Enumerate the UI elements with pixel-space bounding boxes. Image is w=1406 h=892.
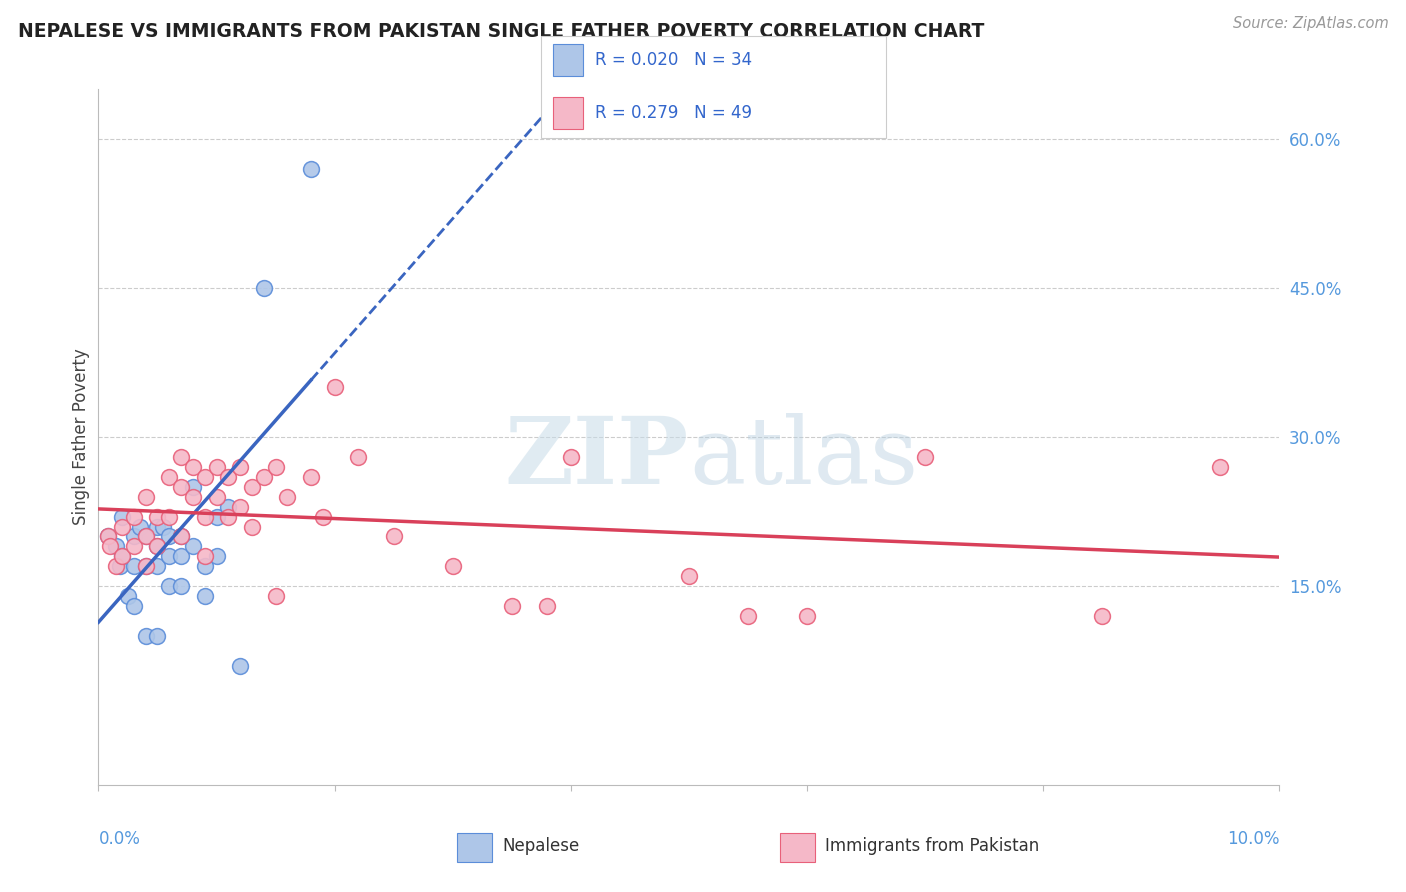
Text: Immigrants from Pakistan: Immigrants from Pakistan [825,837,1039,855]
Point [170,480,193,494]
Point [678,569,700,583]
Point [205,459,228,474]
Point [157,579,180,593]
Point [135,629,157,643]
Point [205,509,228,524]
Text: ZIP: ZIP [505,413,689,503]
Point [122,529,145,543]
Point [229,658,252,673]
Point [194,509,217,524]
Point [97,529,120,543]
Point [914,450,936,464]
Point [205,549,228,564]
Text: atlas: atlas [689,413,918,503]
Point [560,450,582,464]
Text: Source: ZipAtlas.com: Source: ZipAtlas.com [1233,16,1389,31]
Point [264,589,287,603]
Point [240,480,263,494]
Text: 0.0%: 0.0% [98,830,141,848]
Point [194,470,217,484]
Point [796,609,818,624]
Point [152,519,174,533]
Text: 10.0%: 10.0% [1227,830,1279,848]
Point [146,509,169,524]
Point [135,529,157,543]
Point [122,599,145,613]
Point [135,559,157,574]
Point [181,480,204,494]
Point [217,470,239,484]
Text: Nepalese: Nepalese [502,837,579,855]
Point [105,540,128,554]
Point [217,509,239,524]
Text: NEPALESE VS IMMIGRANTS FROM PAKISTAN SINGLE FATHER POVERTY CORRELATION CHART: NEPALESE VS IMMIGRANTS FROM PAKISTAN SIN… [18,22,984,41]
Point [253,470,276,484]
Point [157,509,180,524]
Point [98,540,121,554]
Point [146,540,169,554]
Point [111,509,134,524]
Point [170,529,193,543]
Point [194,589,217,603]
Text: R = 0.020   N = 34: R = 0.020 N = 34 [595,51,752,70]
Point [122,559,145,574]
Point [217,500,239,514]
Point [135,529,157,543]
Point [264,459,287,474]
Point [97,529,120,543]
Point [181,540,204,554]
Point [382,529,405,543]
Point [135,490,157,504]
Point [170,549,193,564]
Point [194,559,217,574]
Point [117,589,139,603]
Point [170,579,193,593]
Point [146,519,169,533]
Point [501,599,523,613]
Point [276,490,298,504]
Point [170,529,193,543]
Y-axis label: Single Father Poverty: Single Father Poverty [72,349,90,525]
Point [111,549,134,564]
Point [128,519,150,533]
Point [240,519,263,533]
Point [194,549,217,564]
Point [1209,459,1232,474]
Point [299,470,322,484]
Point [323,380,346,394]
Point [111,549,134,564]
Point [347,450,370,464]
Point [229,459,252,474]
Point [536,599,558,613]
Point [157,529,180,543]
Point [205,490,228,504]
Point [146,559,169,574]
Point [1091,609,1114,624]
Point [299,161,322,176]
Point [253,281,276,295]
Point [157,549,180,564]
Point [122,540,145,554]
Point [122,509,145,524]
Point [737,609,759,624]
Point [181,490,204,504]
Point [105,559,128,574]
Point [441,559,464,574]
Point [135,559,157,574]
Point [170,450,193,464]
Point [312,509,335,524]
Point [157,470,180,484]
Point [181,459,204,474]
Point [229,500,252,514]
Point [146,540,169,554]
Point [108,559,131,574]
Point [146,629,169,643]
Text: R = 0.279   N = 49: R = 0.279 N = 49 [595,104,752,122]
Point [111,519,134,533]
